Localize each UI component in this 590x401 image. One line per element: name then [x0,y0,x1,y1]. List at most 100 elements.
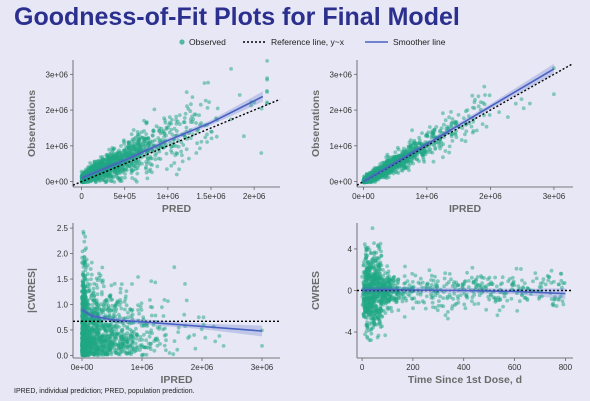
y-axis-label: Observations [310,90,322,157]
observed-point [151,129,156,134]
observed-point [175,347,180,352]
observed-point [509,296,514,301]
observed-point [110,303,115,308]
observed-point [85,331,89,335]
x-axis-label: IPRED [449,203,482,215]
observed-point [180,159,185,164]
observed-point [205,140,210,144]
observed-point [95,351,100,355]
observed-point [83,326,88,331]
observed-point [460,126,465,130]
observed-point [449,121,454,126]
observed-point [142,332,146,337]
observed-point [422,150,426,155]
observed-point [456,113,461,117]
observed-point [426,130,431,135]
page-title: Goodness-of-Fit Plots for Final Model [14,3,460,31]
x-tick-label: 1e+06 [131,363,154,372]
observed-point [181,143,186,147]
observed-point [164,348,168,353]
observed-point [123,294,128,299]
observed-point [192,333,197,337]
observed-point [519,97,524,101]
observed-point [149,328,154,333]
observed-point [443,149,448,153]
observed-point [199,139,204,144]
observed-point [95,164,100,168]
observed-point [109,332,114,337]
observed-point [135,130,140,134]
observed-point [101,303,106,307]
x-tick-label: 0 [79,192,84,201]
observed-point [552,92,556,97]
observed-point [484,124,489,129]
observed-point [112,324,117,328]
observed-point [89,272,94,277]
observed-point [144,352,149,357]
observed-point [183,282,187,286]
observed-point [162,298,167,302]
observed-point [99,352,103,356]
observed-point [480,122,485,126]
observed-point [412,140,417,145]
x-tick-label: 0e+00 [352,192,375,201]
x-tick-label: 1.5e+06 [196,192,226,201]
observed-point [389,309,394,314]
observed-point [137,311,142,316]
observed-points [80,229,264,358]
observed-point [182,116,187,120]
observed-point [410,271,415,276]
observed-point [99,326,104,331]
smoother-line [81,95,264,179]
observed-point [443,118,448,123]
x-tick-label: 1e+06 [416,192,439,201]
observed-point [130,169,134,174]
observed-point [95,300,99,305]
observed-point [483,93,487,97]
observed-point [150,133,155,138]
observed-point [104,153,109,158]
observed-point [98,273,103,278]
observed-point [87,334,92,338]
x-tick-label: 0e+00 [71,363,94,372]
observed-point [124,303,129,308]
y-axis-label: |CWRES| [26,268,38,313]
legend: Observed Reference line, y~x Smoother li… [179,37,446,47]
observed-point [203,98,208,103]
observed-point [122,153,127,158]
observed-point [112,174,117,179]
observed-point [104,298,108,303]
observed-point [139,301,144,306]
observed-point [168,140,173,145]
observed-point [127,141,132,145]
observed-point [442,122,446,127]
x-tick-label: 800 [559,363,573,372]
observed-point [410,128,414,133]
observed-point [384,176,389,180]
observed-point [91,286,96,291]
observed-point [167,351,172,355]
observed-point [89,260,94,265]
observed-point [163,120,168,125]
observed-point [144,165,148,170]
observed-point [128,146,133,150]
observed-point [431,159,436,164]
observed-point [432,127,437,132]
observed-point [139,146,144,151]
observed-point [472,100,477,105]
observed-point [464,129,469,134]
observed-point [109,308,114,313]
observed-point [158,342,163,346]
observed-point [153,280,158,285]
observed-point [123,175,127,180]
observed-point [116,300,121,304]
observed-point [146,140,151,145]
x-tick-label: 2e+06 [479,192,502,201]
observed-point [100,155,105,160]
panel-obs-vs-pred: 0 5e+05 1e+06 1.5e+06 2e+060e+001e+062e+063e… [26,59,281,215]
observed-point [163,326,167,331]
observed-point [438,146,442,151]
observed-point [196,315,201,320]
observed-point [470,93,475,98]
observed-point [82,335,87,340]
